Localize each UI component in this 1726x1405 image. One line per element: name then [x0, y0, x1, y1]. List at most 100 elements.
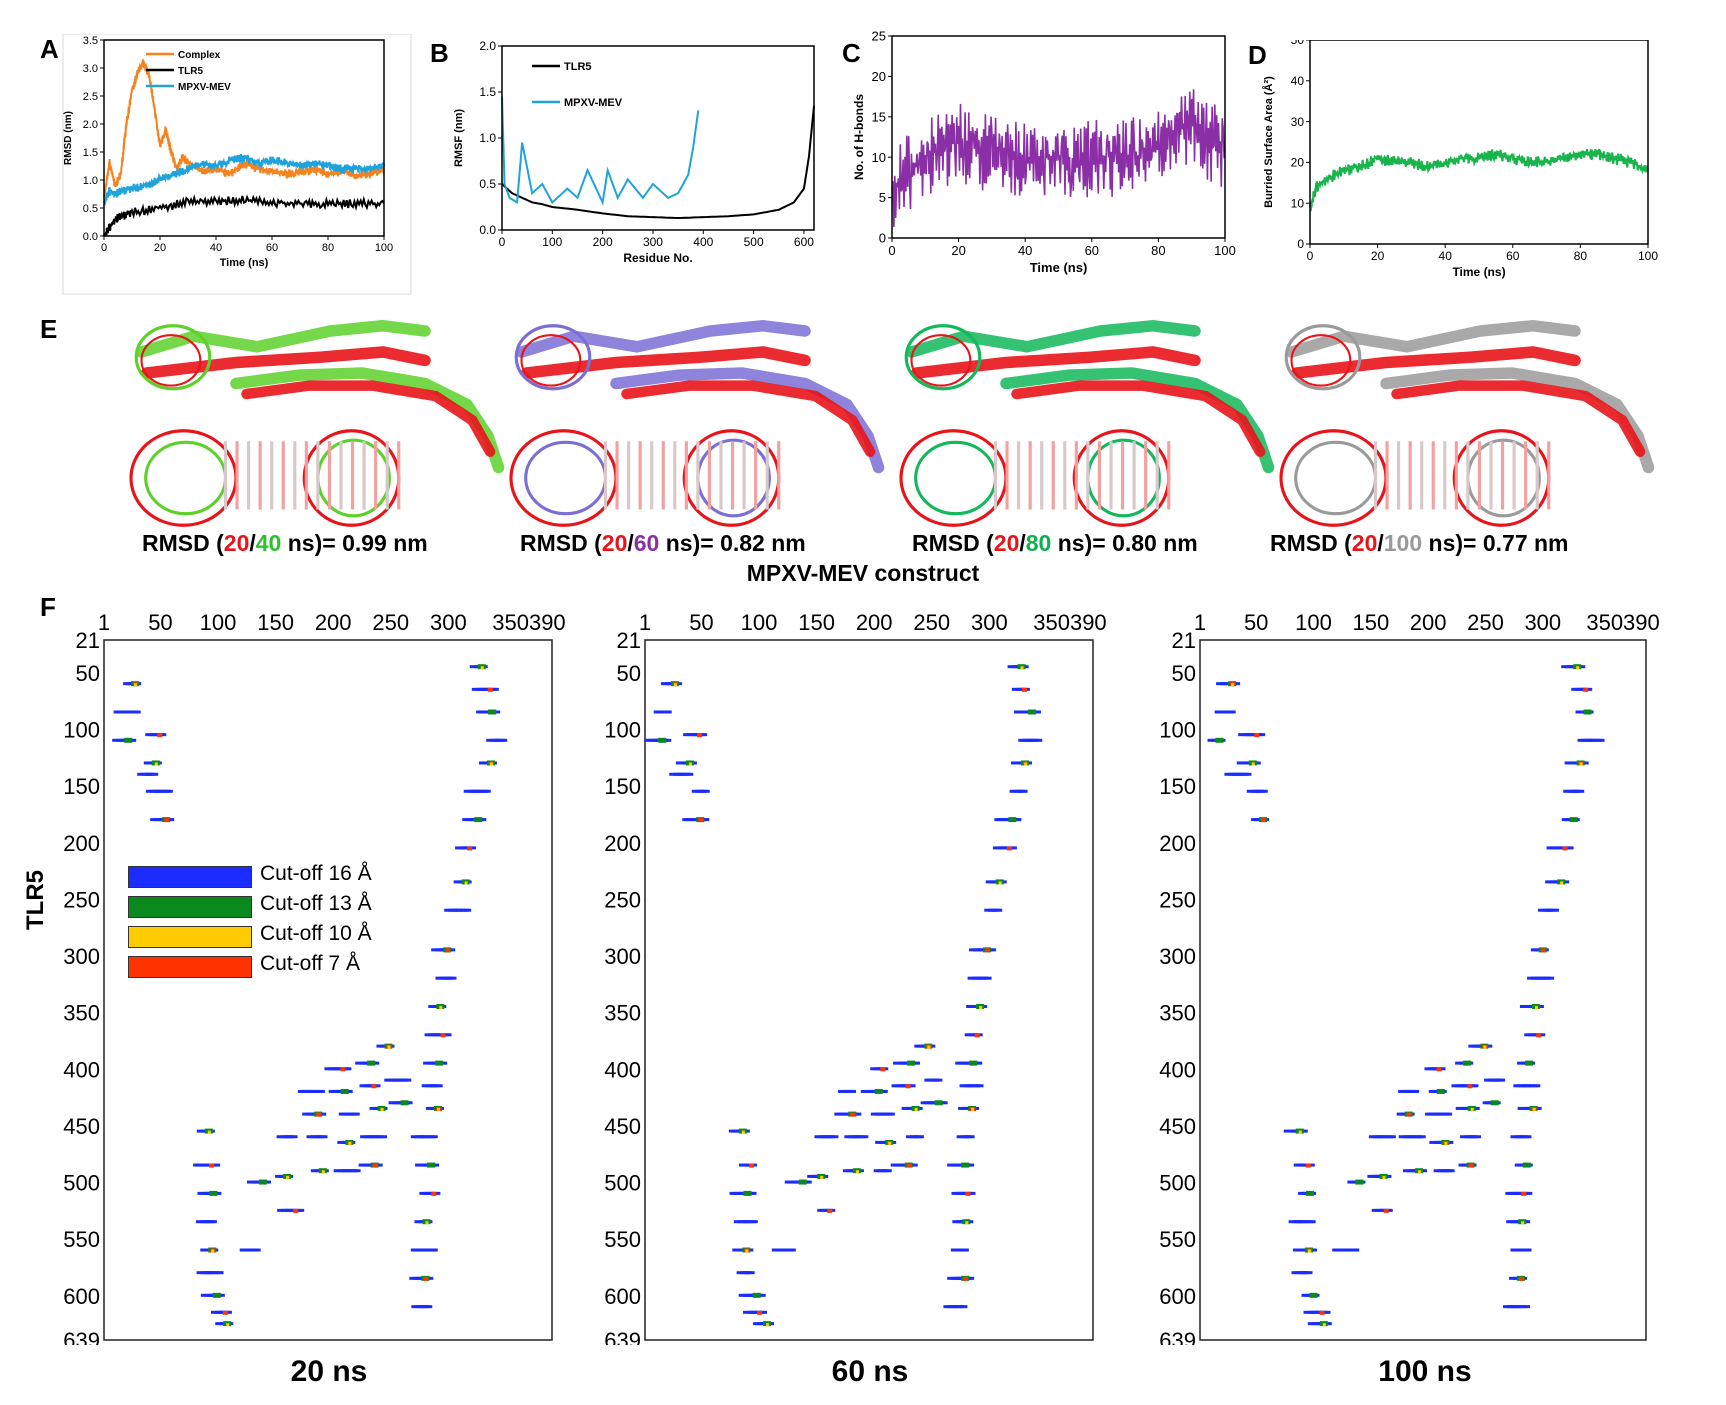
plot-area [644, 639, 1094, 1341]
y-tick-label: 150 [63, 774, 100, 799]
contact-dot [440, 1033, 446, 1038]
legend-label: TLR5 [178, 66, 203, 77]
structure-overlay [509, 319, 885, 527]
contact-dot [854, 1112, 862, 1116]
y-tick-label: 300 [1159, 944, 1196, 969]
plot-area [103, 39, 385, 237]
time-label-100: 100 ns [1378, 1355, 1472, 1388]
contact-dot [958, 1248, 969, 1252]
contact-dot [932, 1078, 943, 1082]
domain-alt [904, 324, 982, 391]
caption-prefix: RMSD ( [912, 530, 994, 556]
x-tick-label: 100 [1214, 243, 1236, 258]
contact-dot [445, 948, 451, 953]
contact-dot [1467, 1084, 1473, 1089]
domain-alt [1294, 440, 1378, 516]
domain-alt [1284, 324, 1362, 391]
x-axis-label: Time (ns) [220, 257, 269, 269]
x-tick-label: 20 [1371, 249, 1385, 263]
contact-dot [1533, 1084, 1541, 1088]
x-tick-label: 20 [154, 242, 166, 254]
contact-dot [1006, 846, 1012, 851]
legend-label: Cut-off 7 Å [260, 952, 360, 975]
contact-dot [685, 772, 694, 776]
y-tick-label: 600 [63, 1284, 100, 1309]
contact-dot [1547, 976, 1555, 980]
domain-alt [514, 324, 592, 391]
helix-ref [621, 380, 876, 457]
contact-dot [480, 666, 484, 670]
contact-dot [321, 1170, 325, 1174]
x-tick-label: 350390 [1033, 610, 1106, 635]
contact-dot [749, 1220, 758, 1224]
helix-ref [520, 346, 811, 379]
contact-dot [154, 762, 158, 766]
x-axis-label: Residue No. [623, 251, 692, 265]
helix-ref [241, 380, 496, 457]
contact-dot [905, 1084, 911, 1089]
contact-dot [207, 1220, 217, 1224]
contact-dot [804, 1180, 812, 1184]
y-tick-label: 300 [63, 944, 100, 969]
helix-alt [230, 367, 505, 474]
x-tick-label: 1 [1194, 610, 1206, 635]
x-tick-label: 600 [794, 235, 814, 249]
contact-dot [1521, 1191, 1527, 1196]
y-tick-label: 200 [604, 831, 641, 856]
y-axis-label: RMSF (nm) [453, 109, 465, 167]
contact-dot [213, 1163, 221, 1167]
y-tick-label: 2.0 [83, 119, 98, 131]
contact-dot [927, 1045, 931, 1049]
contact-dot [1532, 1107, 1536, 1111]
contact-dot [1305, 1163, 1311, 1168]
contact-dot [798, 1179, 807, 1185]
contact-dot [1258, 733, 1266, 737]
x-tick-label: 100 [1638, 249, 1658, 263]
y-tick-label: 100 [1159, 717, 1196, 742]
y-tick-label: 21 [76, 628, 100, 653]
legend-label: Cut-off 10 Å [260, 922, 372, 945]
contact-dot [989, 948, 997, 952]
panel-letter-e: E [40, 314, 58, 344]
contact-dot [1226, 710, 1236, 714]
y-tick-label: 0 [1297, 237, 1304, 251]
contact-dot [483, 789, 491, 793]
caption-ref-time: 20 [1351, 530, 1378, 556]
contact-dot [1033, 710, 1041, 714]
series-line-mpxv-mev [501, 96, 700, 206]
contact-dot [124, 737, 133, 743]
domain-alt [914, 440, 998, 516]
y-tick-label: 1.0 [479, 131, 496, 145]
caption-cmp-time: 100 [1383, 530, 1423, 556]
plot-area [1199, 639, 1647, 1341]
contact-dot [1298, 1130, 1302, 1134]
y-tick-label: 1.0 [83, 175, 98, 187]
contact-dot [959, 1305, 968, 1309]
x-tick-label: 200 [315, 610, 352, 635]
contact-dot [1569, 817, 1578, 823]
y-tick-label: 350 [1159, 1001, 1196, 1026]
contact-dot [288, 1135, 298, 1139]
contact-dot [886, 1112, 895, 1116]
x-tick-label: 150 [798, 610, 835, 635]
x-tick-label: 80 [1574, 249, 1588, 263]
plot-area [501, 45, 815, 231]
contact-dot [985, 948, 991, 953]
contact-dot [759, 1310, 768, 1314]
contact-dot [1034, 738, 1043, 742]
contact-dot [1525, 1191, 1533, 1195]
x-tick-label: 200 [1410, 610, 1447, 635]
contact-dot [1583, 709, 1592, 715]
contact-dot [1027, 709, 1036, 715]
y-tick-label: 250 [63, 887, 100, 912]
contact-dot [1490, 1100, 1499, 1106]
x-tick-label: 50 [1244, 610, 1268, 635]
y-tick-label: 0.0 [479, 223, 496, 237]
y-tick-label: 50 [617, 661, 641, 686]
contact-dot [743, 1190, 752, 1196]
domain-ref [140, 334, 202, 387]
caption-value: ns)= 0.99 nm [281, 530, 428, 556]
contact-dot [940, 1101, 948, 1105]
contact-dot [149, 772, 159, 776]
contact-dot [698, 818, 704, 823]
